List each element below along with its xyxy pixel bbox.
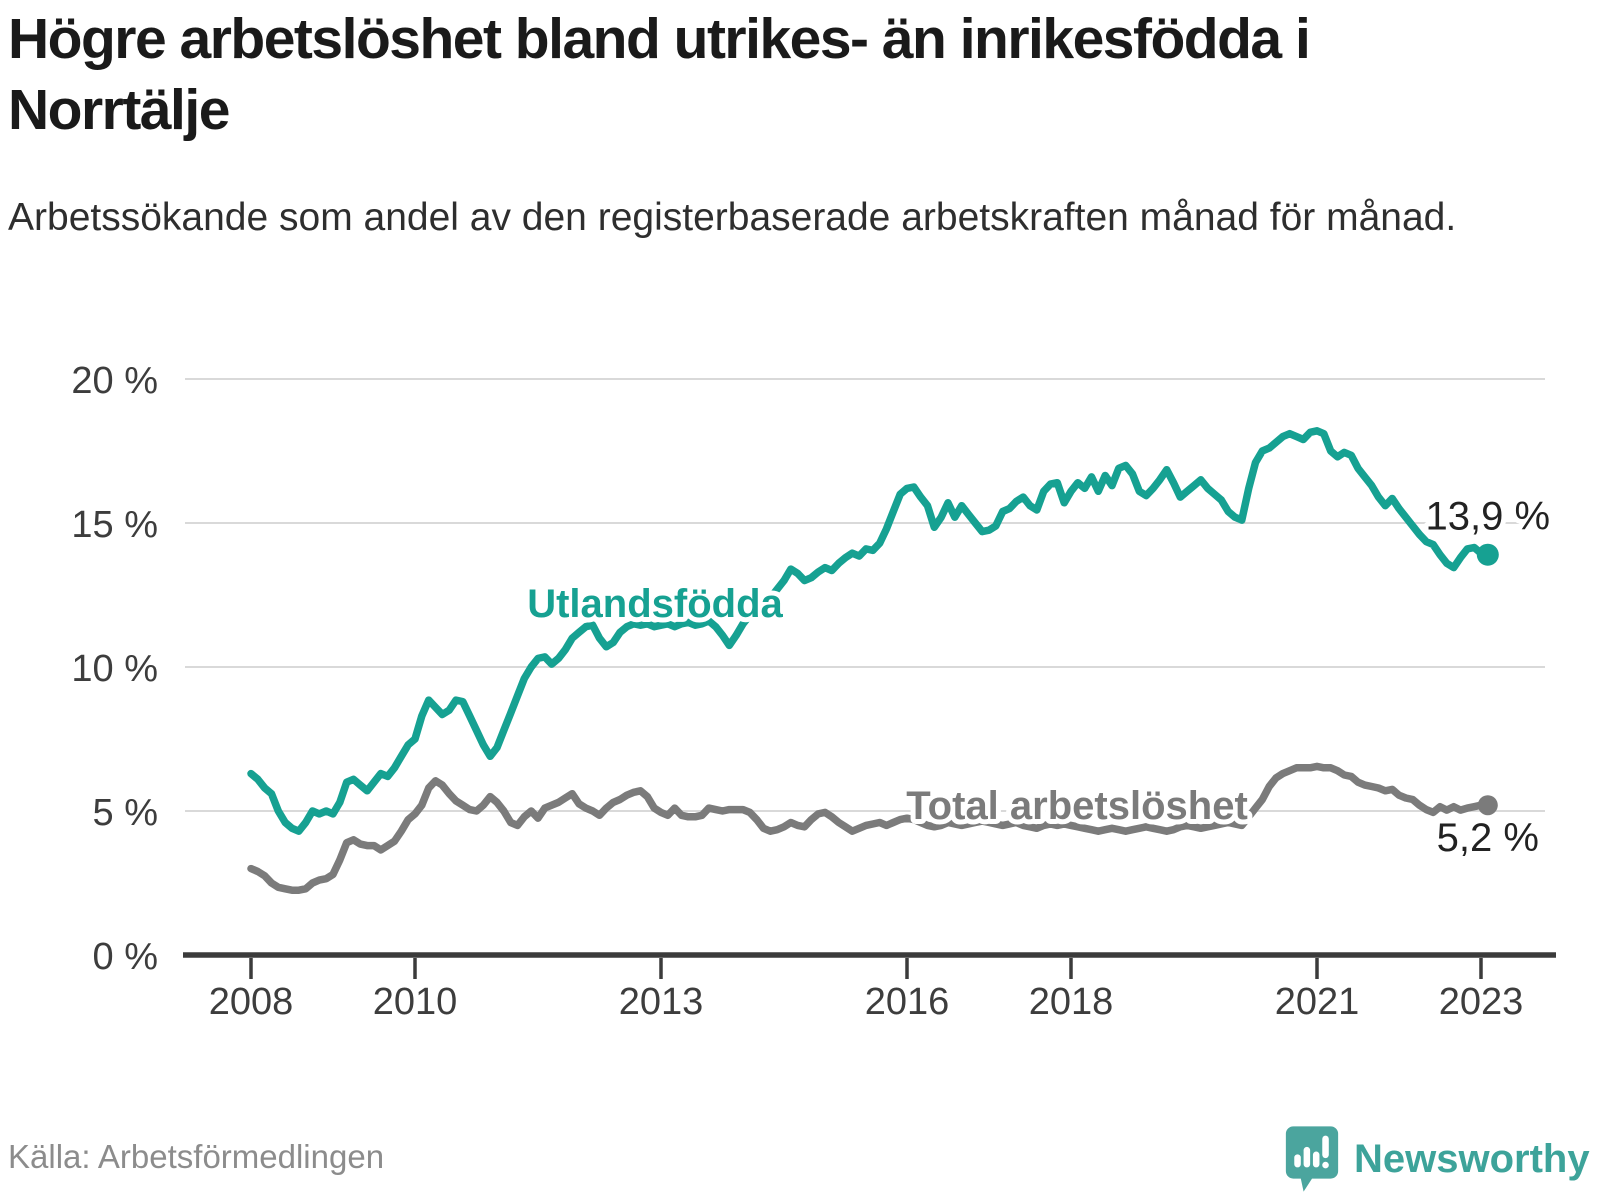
- x-tick-label-2016: 2016: [865, 981, 950, 1023]
- chart-header: Högre arbetslöshet bland utrikes- än inr…: [8, 4, 1508, 145]
- newsworthy-brand-name: Newsworthy: [1354, 1136, 1590, 1181]
- end-value-label-total: 5,2 %: [1437, 816, 1539, 860]
- bar-tall: [1303, 1146, 1311, 1168]
- newsworthy-brand: Newsworthy: [1284, 1124, 1590, 1194]
- x-tick-label-2010: 2010: [373, 981, 458, 1023]
- x-tick-label-2013: 2013: [619, 981, 704, 1023]
- y-tick-label-0pct: 0 %: [93, 936, 158, 978]
- y-tick-label-20pct: 20 %: [71, 360, 158, 402]
- y-tick-label-5pct: 5 %: [93, 792, 158, 834]
- y-tick-label-15pct: 15 %: [71, 504, 158, 546]
- x-tick-label-2021: 2021: [1275, 981, 1360, 1023]
- newsworthy-logo-icon: [1285, 1126, 1339, 1192]
- series-line-total: [247, 762, 1492, 894]
- bar-small: [1294, 1154, 1301, 1168]
- series-line-utlandsfodda: [247, 427, 1492, 835]
- x-tick-label-2018: 2018: [1029, 981, 1114, 1023]
- source-note: Källa: Arbetsförmedlingen: [8, 1138, 385, 1175]
- exclamation-bar: [1322, 1135, 1329, 1159]
- page-title: Högre arbetslöshet bland utrikes- än inr…: [8, 7, 1311, 142]
- bar-medium: [1312, 1151, 1320, 1168]
- page-subtitle: Arbetssökande som andel av den registerb…: [8, 196, 1457, 239]
- y-tick-label-10pct: 10 %: [71, 648, 158, 690]
- series-label-total: Total arbetslöshet: [906, 784, 1248, 828]
- speech-bubble-shape: [1285, 1126, 1339, 1192]
- series-label-utlandsfodda: Utlandsfödda: [527, 582, 783, 626]
- end-value-label-utlandsfodda: 13,9 %: [1426, 495, 1551, 539]
- x-tick-label-2008: 2008: [209, 981, 294, 1023]
- series-end-dot-utlandsfodda: [1476, 543, 1499, 566]
- exclamation-dot: [1322, 1161, 1329, 1169]
- x-tick-label-2023: 2023: [1439, 981, 1524, 1023]
- series-end-dot-total: [1477, 795, 1498, 816]
